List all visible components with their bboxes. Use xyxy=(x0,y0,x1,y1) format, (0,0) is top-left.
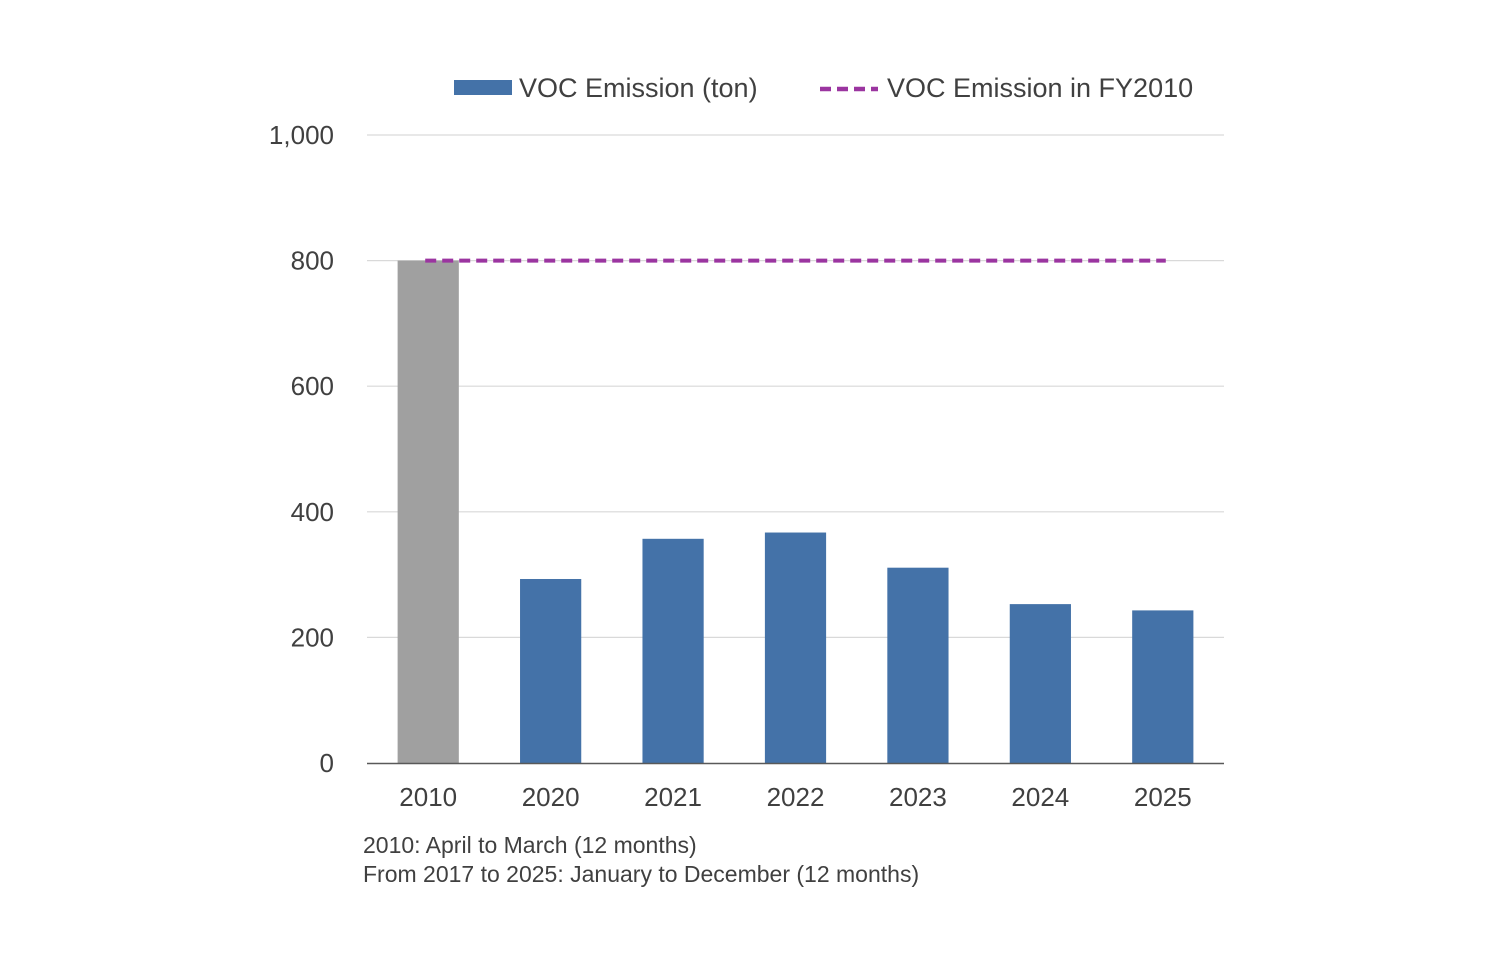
legend-swatch-bar xyxy=(454,80,512,95)
bar-2022 xyxy=(764,532,827,763)
note-2010-period: 2010: April to March (12 months) xyxy=(363,832,697,858)
bar-2025 xyxy=(1132,610,1194,763)
bar-2024 xyxy=(1009,604,1071,763)
bars xyxy=(397,260,1194,763)
y-tick-label: 1,000 xyxy=(269,120,334,150)
x-tick-label-2010: 2010 xyxy=(399,782,457,812)
y-tick-label: 400 xyxy=(291,497,334,527)
x-tick-label-2025: 2025 xyxy=(1134,782,1192,812)
bar-2021 xyxy=(642,538,704,763)
x-axis-ticks: 2010 2020 2021 2022 2023 2024 2025 xyxy=(399,782,1191,812)
x-tick-label-2022: 2022 xyxy=(767,782,825,812)
bar-2023 xyxy=(887,567,949,763)
x-tick-label-2021: 2021 xyxy=(644,782,702,812)
y-tick-label: 200 xyxy=(291,622,334,652)
y-axis-ticks: 0 200 400 600 800 1,000 xyxy=(269,120,334,778)
bar-2010 xyxy=(397,260,459,763)
x-tick-label-2020: 2020 xyxy=(522,782,580,812)
x-tick-label-2024: 2024 xyxy=(1011,782,1069,812)
legend-label-line: VOC Emission in FY2010 xyxy=(887,73,1193,103)
y-tick-label: 0 xyxy=(320,748,334,778)
bar-2020 xyxy=(520,578,582,763)
legend-label-bar: VOC Emission (ton) xyxy=(519,73,758,103)
y-tick-label: 600 xyxy=(291,371,334,401)
y-tick-label: 800 xyxy=(291,246,334,276)
note-2017-2025-period: From 2017 to 2025: January to December (… xyxy=(363,861,920,887)
legend: VOC Emission (ton) VOC Emission in FY201… xyxy=(454,73,1193,103)
x-tick-label-2023: 2023 xyxy=(889,782,947,812)
